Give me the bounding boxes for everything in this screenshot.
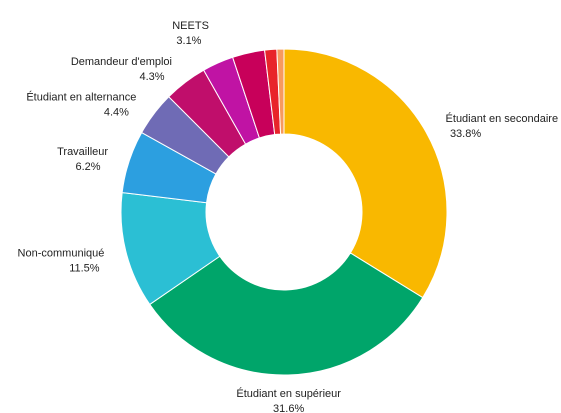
slice-value-label: 11.5% — [69, 262, 100, 274]
slice-value-label: 31.6% — [273, 403, 304, 413]
donut-slice — [276, 48, 285, 135]
slice-value-label: 4.4% — [104, 106, 129, 118]
slice-value-label: 6.2% — [76, 161, 101, 173]
slice-value-label: 4.3% — [139, 71, 164, 83]
donut-slice — [283, 48, 448, 299]
slice-value-label: 3.1% — [176, 35, 201, 47]
donut-slice — [149, 252, 424, 376]
slice-label: Demandeur d'emploi — [71, 56, 172, 68]
slice-value-label: 33.8% — [450, 128, 481, 140]
slice-label: Non-communiqué — [18, 247, 105, 259]
slice-label: NEETS — [172, 20, 209, 32]
slice-label: Étudiant en alternance — [26, 90, 136, 103]
slice-label: Étudiant en supérieur — [236, 387, 341, 400]
slice-label: Travailleur — [57, 146, 108, 158]
slice-label: Étudiant en secondaire — [446, 112, 559, 125]
